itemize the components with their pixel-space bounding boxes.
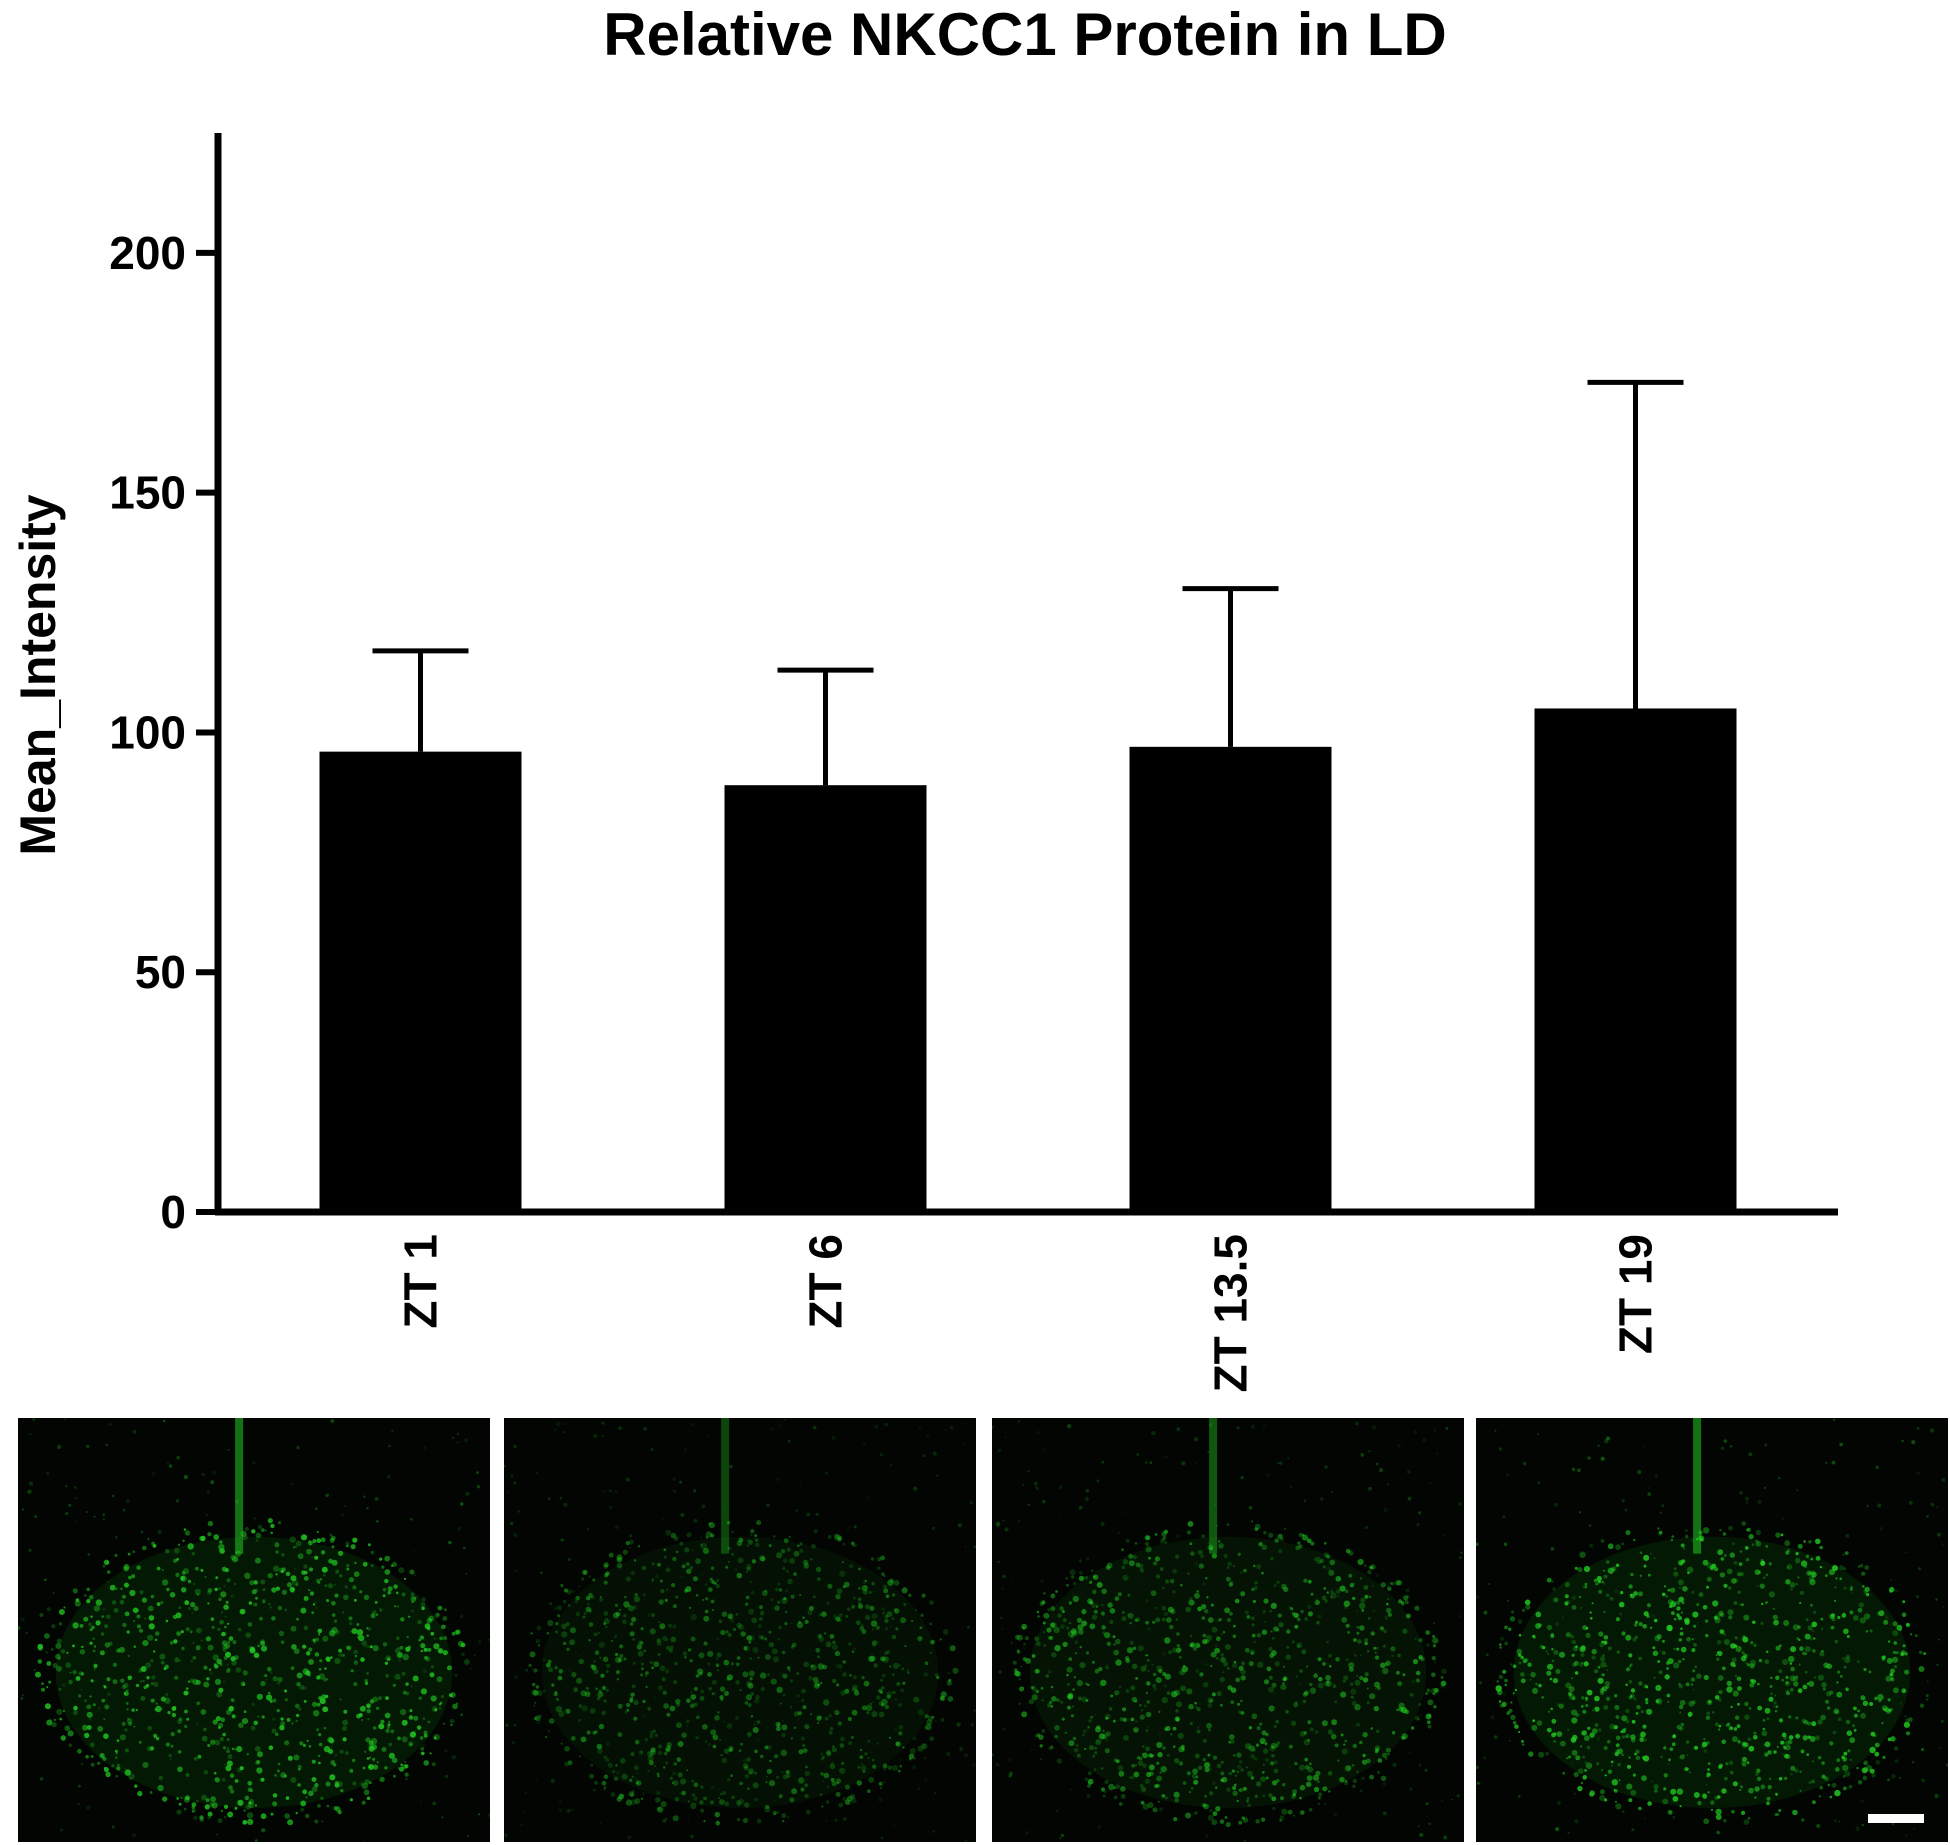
x-tick-label: ZT 6 bbox=[800, 1234, 852, 1329]
x-tick-label: ZT 19 bbox=[1610, 1234, 1662, 1354]
y-tick-label: 100 bbox=[109, 706, 186, 758]
y-tick-label: 0 bbox=[160, 1186, 186, 1238]
scn-glow bbox=[1029, 1536, 1427, 1809]
y-tick-label: 150 bbox=[109, 467, 186, 519]
scn-glow bbox=[541, 1536, 939, 1809]
micrograph-panel bbox=[1476, 1418, 1948, 1842]
bar bbox=[319, 751, 522, 1212]
fluorescence-speckles bbox=[1476, 1418, 1948, 1837]
bar-chart: Relative NKCC1 Protein in LD Mean_Intens… bbox=[10, 1, 1838, 1393]
midline-streak bbox=[1209, 1418, 1218, 1554]
bar bbox=[724, 785, 927, 1212]
scn-glow bbox=[1513, 1536, 1911, 1809]
midline-streak bbox=[235, 1418, 244, 1554]
micrograph-panel bbox=[992, 1418, 1464, 1842]
y-axis-label: Mean_Intensity bbox=[10, 494, 66, 855]
y-tick-label: 50 bbox=[135, 946, 186, 998]
midline-streak bbox=[721, 1418, 730, 1554]
plot-area: 0 50 100 150 200 ZT 1 ZT 6 ZT 13.5 ZT 19 bbox=[109, 133, 1838, 1393]
scn-glow bbox=[55, 1536, 453, 1809]
micrograph-panel bbox=[18, 1418, 490, 1842]
fluorescence-speckles bbox=[504, 1418, 976, 1842]
x-tick-label: ZT 13.5 bbox=[1205, 1234, 1257, 1393]
fluorescence-speckles bbox=[18, 1418, 490, 1842]
chart-title: Relative NKCC1 Protein in LD bbox=[603, 1, 1447, 68]
y-tick-label: 200 bbox=[109, 227, 186, 279]
micrograph-panel bbox=[504, 1418, 976, 1842]
bar bbox=[1129, 746, 1332, 1212]
x-tick-label: ZT 1 bbox=[395, 1234, 447, 1329]
fluorescence-speckles bbox=[992, 1420, 1463, 1842]
scale-bar bbox=[1868, 1814, 1924, 1823]
bar bbox=[1534, 708, 1737, 1212]
midline-streak bbox=[1693, 1418, 1702, 1554]
